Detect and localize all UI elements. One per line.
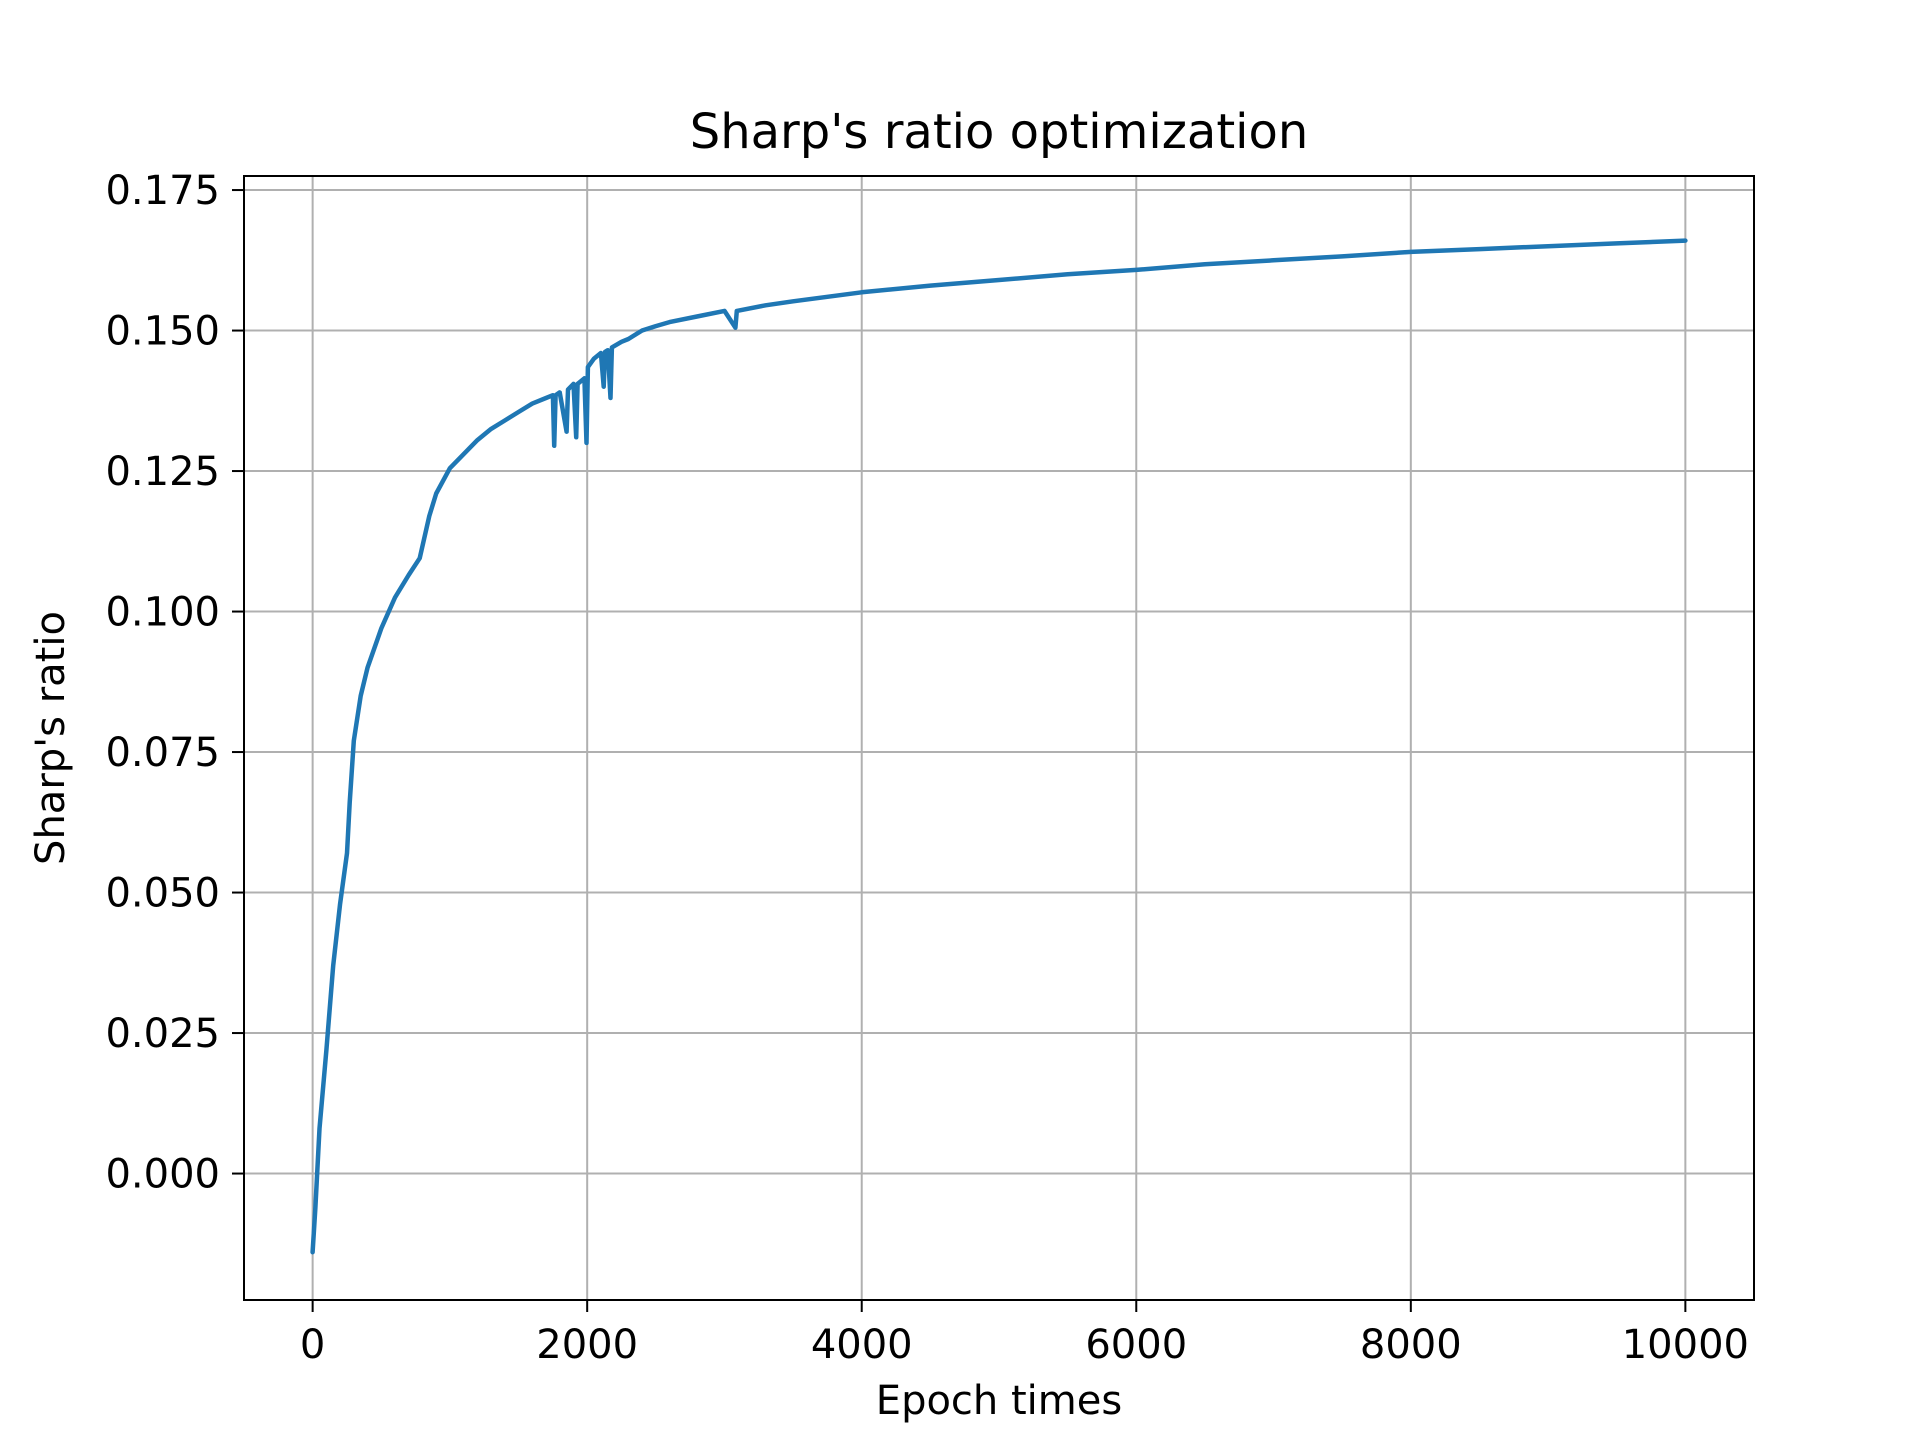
- x-tick-label: 6000: [1085, 1322, 1187, 1368]
- ticks: 0 2000 4000 6000 8000 10000 0.000 0.025 0.050 0.0…: [105, 168, 1749, 1368]
- y-tick-label: 0.125: [105, 449, 220, 495]
- plot-line-group: [310, 238, 1688, 1255]
- y-tick-label: 0.050: [105, 871, 220, 917]
- y-tick-label: 0.175: [105, 168, 220, 214]
- x-tick-label: 0: [300, 1322, 325, 1368]
- x-tick-label: 8000: [1360, 1322, 1462, 1368]
- y-tick-label: 0.075: [105, 730, 220, 776]
- y-tick-label: 0.150: [105, 309, 220, 355]
- y-tick-label: 0.025: [105, 1011, 220, 1057]
- y-axis-label: Sharp's ratio: [28, 611, 74, 865]
- series-line: [310, 238, 1688, 1255]
- chart-title: Sharp's ratio optimization: [690, 104, 1309, 160]
- x-tick-label: 10000: [1622, 1322, 1749, 1368]
- grid: [244, 176, 1754, 1300]
- x-tick-label: 2000: [536, 1322, 638, 1368]
- x-tick-label: 4000: [811, 1322, 913, 1368]
- x-axis-label: Epoch times: [876, 1378, 1122, 1424]
- y-tick-label: 0.000: [105, 1152, 220, 1198]
- plot-frame: [243, 175, 1755, 1301]
- y-tick-label: 0.100: [105, 590, 220, 636]
